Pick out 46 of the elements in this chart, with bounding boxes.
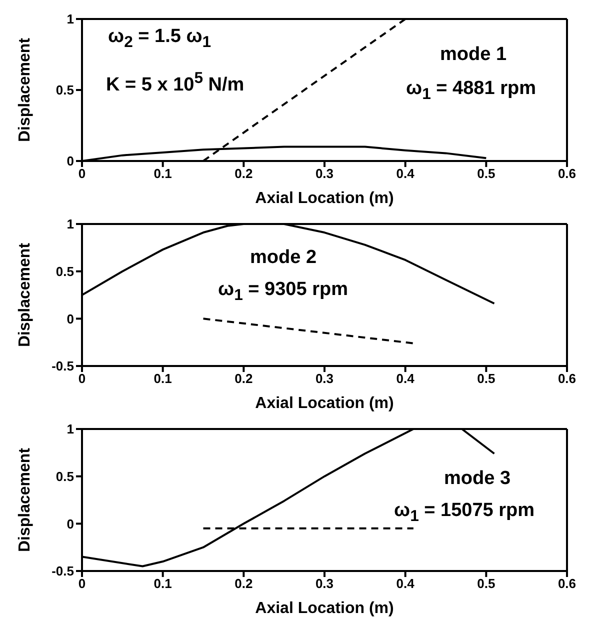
y-axis-title: Displacement <box>16 447 34 552</box>
y-axis-title: Displacement <box>16 37 34 142</box>
annotation: K = 5 x 10$^{5}$ N/m <box>106 70 244 96</box>
y-tick-label: 1 <box>66 422 74 437</box>
annotation: ω$_{1}$ = 9305 rpm <box>218 279 348 305</box>
y-axis-title: Displacement <box>16 242 34 348</box>
annotation: ω$_{1}$ = 4881 rpm <box>406 78 536 104</box>
x-tick-label: 0.4 <box>396 371 416 386</box>
x-axis-title: Axial Location (m) <box>255 190 394 207</box>
y-tick-label: 0 <box>66 154 74 169</box>
y-tick-label: 0.5 <box>56 264 74 279</box>
x-tick-label: 0 <box>78 576 86 592</box>
x-tick-label: 0.5 <box>477 371 496 386</box>
x-tick-label: 0.5 <box>477 576 496 592</box>
y-tick-label: -0.5 <box>52 358 74 374</box>
y-tick-label: 1 <box>66 216 74 232</box>
y-tick-label: 0.5 <box>56 468 74 484</box>
x-tick-label: 0.3 <box>315 371 334 386</box>
x-tick-label: 0.5 <box>477 166 496 182</box>
x-tick-label: 0 <box>78 371 86 386</box>
x-tick-label: 0.6 <box>558 371 576 386</box>
x-tick-label: 0.3 <box>315 576 334 592</box>
annotation: mode 2 <box>250 247 317 269</box>
x-tick-label: 0.1 <box>154 371 172 386</box>
y-tick-label: 0 <box>66 516 74 532</box>
x-tick-label: 0.4 <box>396 166 416 182</box>
x-tick-label: 0.6 <box>558 166 576 182</box>
x-axis-title: Axial Location (m) <box>255 600 394 617</box>
x-tick-label: 0.2 <box>234 576 253 592</box>
x-tick-label: 0.4 <box>396 576 416 592</box>
annotation: mode 1 <box>440 44 507 66</box>
x-tick-label: 0.3 <box>315 166 334 182</box>
x-tick-label: 0.2 <box>234 371 253 386</box>
y-tick-label: 1 <box>66 12 74 27</box>
annotation: ω$_{1}$ = 15075 rpm <box>394 500 535 526</box>
x-tick-label: 0.1 <box>154 576 172 592</box>
x-tick-label: 0.6 <box>558 576 576 592</box>
y-tick-label: -0.5 <box>52 564 74 579</box>
y-tick-label: 0 <box>66 311 74 326</box>
x-tick-label: 0.1 <box>154 166 172 182</box>
y-tick-label: 0.5 <box>56 82 74 98</box>
x-tick-label: 0.2 <box>234 166 253 182</box>
x-tick-label: 0 <box>78 166 86 182</box>
x-axis-title: Axial Location (m) <box>255 395 394 412</box>
annotation: mode 3 <box>444 468 511 490</box>
annotation: ω$_{2}$ = 1.5 ω$_{1}$ <box>108 26 212 52</box>
